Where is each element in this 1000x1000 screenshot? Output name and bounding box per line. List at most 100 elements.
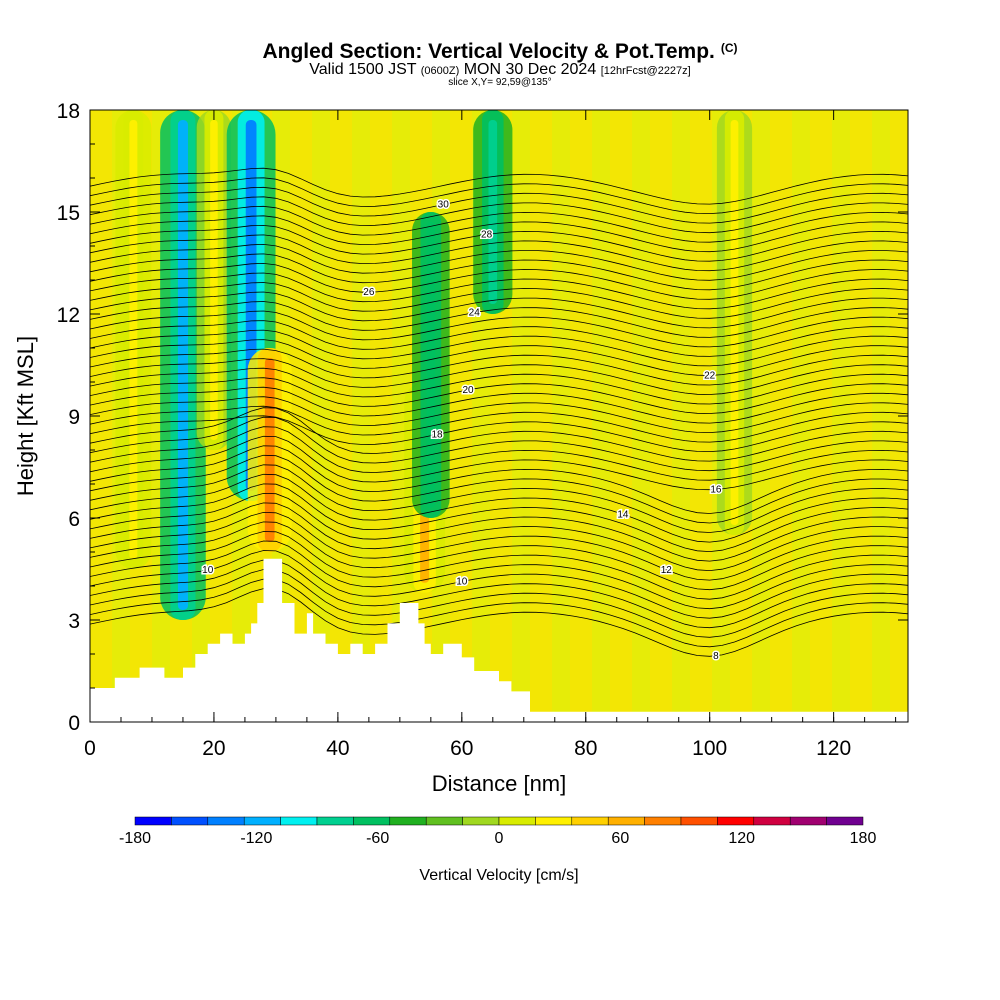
theta-contour [90,177,908,215]
title-block: Angled Section: Vertical Velocity & Pot.… [0,0,1000,100]
x-tick-label: 20 [202,737,225,760]
title-text: Angled Section: Vertical Velocity & Pot.… [262,40,715,63]
x-tick-label: 80 [574,737,597,760]
chart-title: Angled Section: Vertical Velocity & Pot.… [0,36,1000,64]
colorbar-tick-labels: -180 -120 -60 0 60 120 180 [119,830,876,847]
colorbar-swatch [535,816,573,826]
x-tick-label: 120 [816,737,851,760]
theta-contour [90,521,908,591]
theta-contour-label: 10 [202,565,214,576]
theta-contour [90,253,908,291]
colorbar-swatch [789,816,827,826]
x-axis: 0 20 40 60 80 100 120 [84,110,897,760]
y-tick-label: 9 [68,406,80,429]
x-tick-label: 60 [450,737,473,760]
theta-contour-label: 26 [363,287,375,298]
theta-contour [90,483,908,553]
colorbar-swatch [826,816,864,826]
colorbar-tick-label: -120 [240,830,272,847]
theta-contour [90,358,908,395]
x-tick-label: 0 [84,737,96,760]
y-tick-label: 0 [68,712,80,735]
y-tick-label: 12 [57,304,80,327]
theta-contour [90,569,908,638]
colorbar-swatch [462,816,500,826]
theta-contour [90,445,908,514]
theta-contour [90,348,908,386]
y-tick-label: 18 [57,100,80,123]
theta-contour [90,205,908,243]
colorbar-swatch [316,816,354,826]
plot-area: 8 10 10 12 14 16 18 20 22 24 26 28 30 [90,110,908,722]
colorbar-tick-label: 120 [728,830,755,847]
theta-contour [90,559,908,629]
velocity-plume-core [264,358,275,542]
colorbar-swatch [498,816,536,826]
theta-contour-label: 24 [469,308,481,319]
velocity-plume-core [177,120,188,610]
theta-contour-label: 28 [481,230,493,241]
velocity-features [115,110,753,620]
theta-contour-label: 16 [710,484,722,495]
velocity-plume-core [488,120,498,304]
colorbar-tick-label: 180 [850,830,877,847]
chart-subtitle: Valid 1500 JST (0600Z) MON 30 Dec 2024 [… [0,61,1000,80]
theta-contour [90,262,908,300]
colorbar-swatch [353,816,391,826]
colorbar-swatch [280,816,318,826]
theta-contour-label: 8 [713,651,719,662]
y-axis-title: Height [Kft MSL] [13,336,38,496]
theta-contour [90,540,908,610]
theta-contour [90,186,908,224]
theta-contour [90,578,908,648]
theta-contour [90,329,908,367]
theta-contour-label: 30 [438,200,450,211]
theta-contour [90,301,908,338]
colorbar [134,816,864,826]
theta-contour-label: 14 [617,509,629,520]
colorbar-swatch [243,816,281,826]
theta-contour-label: 10 [456,577,468,588]
theta-contour [90,550,908,619]
colorbar-swatch [171,816,209,826]
theta-contour-label: 12 [661,565,673,576]
theta-contours [90,167,908,657]
theta-contour-labels: 8 10 10 12 14 16 18 20 22 24 26 28 30 [201,198,724,663]
theta-contour [90,377,908,414]
title-unit: (C) [720,41,738,55]
theta-contour [90,405,908,443]
slice-info: slice X,Y= 92,59@135° [448,77,552,88]
valid-date: MON 30 Dec 2024 [463,61,597,78]
theta-contour [90,386,908,424]
theta-contour [90,291,908,329]
theta-contour-label: 22 [704,370,716,381]
theta-contour [90,588,908,657]
theta-contour [90,282,908,319]
colorbar-tick-label: -60 [366,830,389,847]
y-axis: 0 3 6 9 12 15 18 [57,100,908,735]
theta-contour [90,310,908,348]
theta-contour-label: 18 [431,429,443,440]
y-tick-label: 3 [68,610,80,633]
theta-contour [90,531,908,600]
theta-contour [90,272,908,310]
theta-contour [90,492,908,562]
colorbar-tick-label: -180 [119,830,151,847]
colorbar-swatch [607,816,645,826]
theta-contour [90,511,908,581]
y-tick-label: 15 [57,202,80,225]
colorbar-swatch [207,816,245,826]
theta-contour [90,167,908,205]
theta-contour [90,339,908,376]
theta-contour-label: 20 [462,385,474,396]
theta-contour [90,502,908,572]
colorbar-swatch [717,816,755,826]
x-axis-title: Distance [nm] [432,771,567,796]
x-tick-label: 100 [692,737,727,760]
theta-contour [90,224,908,262]
velocity-plume-core [210,120,218,440]
theta-contour [90,435,908,491]
colorbar-swatch [134,816,172,826]
theta-contour [90,415,908,453]
